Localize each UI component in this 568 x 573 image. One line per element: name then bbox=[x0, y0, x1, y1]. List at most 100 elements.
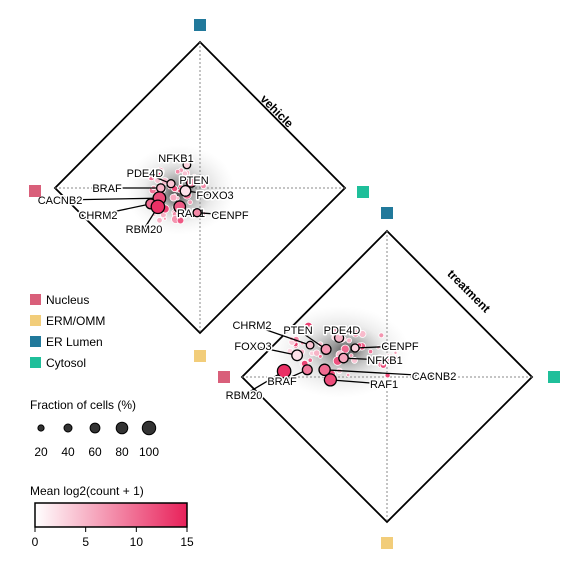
gene-point bbox=[333, 332, 345, 344]
gene-label: CENPF bbox=[211, 210, 249, 222]
cell-dot bbox=[367, 348, 374, 355]
size-legend-dot bbox=[89, 422, 101, 434]
leader-line bbox=[59, 197, 160, 201]
gene-point bbox=[179, 184, 192, 197]
size-legend-label: 60 bbox=[88, 445, 102, 459]
legend-label: ERM/OMM bbox=[46, 314, 105, 328]
gene-label-halo: PDE4D bbox=[324, 325, 361, 337]
cell-dot bbox=[184, 211, 190, 217]
gene-label-halo: CHRM2 bbox=[78, 210, 117, 222]
legend-item-cytosol: Cytosol bbox=[30, 356, 86, 370]
gene-label-halo: RBM20 bbox=[126, 224, 163, 236]
gene-label-halo: BRAF bbox=[92, 183, 122, 195]
cell-dot bbox=[348, 353, 354, 358]
gene-label: PDE4D bbox=[324, 325, 361, 337]
cell-dot bbox=[324, 325, 329, 330]
gene-point bbox=[173, 200, 187, 214]
legend-label: ER Lumen bbox=[46, 335, 103, 349]
gene-label: BRAF bbox=[267, 376, 297, 388]
cell-dot bbox=[392, 354, 399, 361]
cell-dot bbox=[200, 182, 207, 190]
gene-label: BRAF bbox=[92, 183, 122, 195]
gene-point bbox=[318, 363, 331, 377]
panel-title: vehicle bbox=[257, 92, 296, 131]
gene-label: CENPF bbox=[381, 341, 419, 353]
leader-line bbox=[197, 212, 231, 216]
gene-label: PTEN bbox=[283, 325, 312, 337]
colorbar-tick-label: 0 bbox=[32, 535, 39, 549]
gene-label: RAF1 bbox=[370, 379, 398, 391]
gene-label: CHRM2 bbox=[232, 320, 271, 332]
compartment-markers bbox=[29, 19, 560, 549]
gene-label-halo: RBM20 bbox=[226, 390, 263, 402]
gene-label: NFKB1 bbox=[367, 355, 402, 367]
ermomm-marker bbox=[194, 350, 206, 362]
leader-line bbox=[324, 369, 435, 377]
cell-dot bbox=[181, 170, 188, 177]
cell-dot bbox=[157, 168, 162, 173]
gene-point bbox=[185, 176, 197, 188]
size-legend-label: 100 bbox=[139, 445, 159, 459]
leader-line bbox=[355, 345, 401, 349]
colorbar-tick-label: 10 bbox=[130, 535, 144, 549]
color-legend: Mean log2(count + 1) 0 5 10 15 bbox=[30, 484, 194, 549]
legend-item-nucleus: Nucleus bbox=[30, 293, 89, 307]
er-lumen-marker bbox=[194, 19, 206, 31]
cell-dot bbox=[318, 354, 323, 359]
gene-point bbox=[150, 199, 166, 215]
gene-label: RBM20 bbox=[126, 224, 163, 236]
leader-line bbox=[297, 329, 327, 350]
gene-point bbox=[192, 208, 202, 218]
legend-item-er-lumen: ER Lumen bbox=[30, 335, 103, 349]
gene-label-halo: PDE4D bbox=[127, 168, 164, 180]
cell-dot bbox=[378, 332, 385, 339]
size-legend-label: 20 bbox=[34, 445, 48, 459]
cell-dot bbox=[379, 361, 387, 369]
gene-label-halo: PTEN bbox=[283, 325, 312, 337]
gene-label-halo: RAF1 bbox=[370, 379, 398, 391]
panel-frame bbox=[53, 40, 347, 335]
cell-dot bbox=[384, 357, 391, 364]
gene-label: FOXO3 bbox=[196, 190, 233, 202]
leader-line bbox=[330, 379, 385, 385]
er-lumen-marker bbox=[381, 207, 393, 219]
gene-point bbox=[301, 364, 313, 376]
cell-dot bbox=[307, 357, 313, 363]
gene-point bbox=[166, 179, 176, 189]
size-legend-label: 40 bbox=[61, 445, 75, 459]
gene-label: FOXO3 bbox=[234, 341, 271, 353]
color-legend-title: Mean log2(count + 1) bbox=[30, 484, 144, 498]
gene-point bbox=[323, 373, 338, 387]
cell-dot bbox=[162, 216, 167, 221]
leader-line bbox=[343, 357, 386, 361]
cell-dot bbox=[393, 350, 398, 355]
gene-label-halo: FOXO3 bbox=[234, 341, 271, 353]
gene-label-halo: NFKB1 bbox=[158, 153, 193, 165]
size-legend-label: 80 bbox=[115, 445, 129, 459]
cell-dot bbox=[169, 193, 178, 202]
size-legend: Fraction of cells (%) 20 40 60 80 100 bbox=[30, 398, 159, 459]
leader-line bbox=[144, 172, 172, 185]
gene-point bbox=[338, 352, 349, 364]
ermomm-marker bbox=[381, 537, 393, 549]
size-legend-title: Fraction of cells (%) bbox=[30, 398, 136, 412]
gene-label-halo: CACNB2 bbox=[38, 195, 83, 207]
gene-label-halo: CENPF bbox=[211, 210, 249, 222]
leader-line bbox=[252, 345, 298, 356]
panel-title: treatment bbox=[445, 267, 494, 316]
leader-line bbox=[251, 324, 311, 346]
cell-dot bbox=[351, 329, 360, 338]
cell-dot bbox=[156, 217, 163, 224]
